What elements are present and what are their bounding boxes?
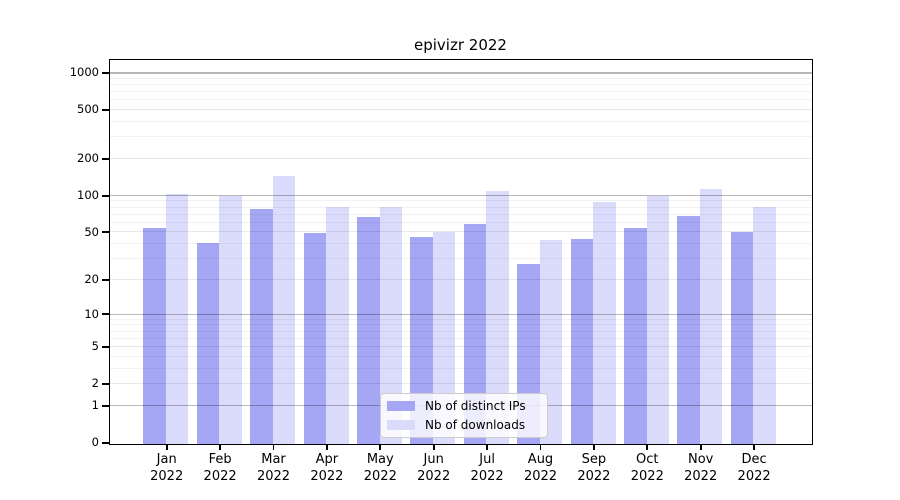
x-tick-mark xyxy=(165,444,168,450)
chart-title: epivizr 2022 xyxy=(414,36,507,54)
bar-downloads xyxy=(326,206,349,444)
bar-downloads xyxy=(593,202,616,444)
y-tick-mark xyxy=(102,404,109,407)
legend-swatch-downloads xyxy=(387,420,415,430)
y-tick-label: 1000 xyxy=(69,65,99,80)
bar-downloads xyxy=(165,193,189,444)
x-tick-label: Aug 2022 xyxy=(523,452,558,484)
x-tick-label: Mar 2022 xyxy=(256,452,291,484)
bar-distinct-ips xyxy=(143,227,166,444)
y-tick-mark xyxy=(102,278,109,281)
y-tick-label: 500 xyxy=(77,102,99,117)
x-tick-label: Apr 2022 xyxy=(310,452,344,484)
bar-downloads xyxy=(432,232,456,444)
gridline xyxy=(110,136,812,138)
x-tick-label: Nov 2022 xyxy=(684,452,718,484)
x-tick-mark xyxy=(326,444,328,450)
bar-downloads xyxy=(753,206,776,444)
x-tick-label: Feb 2022 xyxy=(203,452,237,484)
bar-distinct-ips xyxy=(250,208,273,444)
x-tick-mark xyxy=(539,444,542,450)
bar-distinct-ips xyxy=(303,233,327,444)
y-tick-label: 2 xyxy=(91,376,99,391)
bar-distinct-ips xyxy=(410,236,433,444)
bar-distinct-ips xyxy=(570,238,594,444)
legend-label-downloads: Nb of downloads xyxy=(425,417,526,432)
legend-item-distinct-ips: Nb of distinct IPs xyxy=(387,398,547,413)
y-tick-mark xyxy=(102,313,109,316)
x-tick-label: Jun 2022 xyxy=(417,452,451,484)
gridline xyxy=(110,77,812,79)
y-tick-label: 20 xyxy=(84,272,99,287)
y-tick-label: 5 xyxy=(91,339,99,354)
x-tick-mark xyxy=(379,444,382,450)
gridline xyxy=(110,83,812,85)
x-tick-label: Sep 2022 xyxy=(577,452,611,484)
y-tick-label: 1 xyxy=(91,398,99,413)
bar-downloads xyxy=(219,196,242,444)
x-tick-label: Jul 2022 xyxy=(470,452,504,484)
gridline xyxy=(110,109,812,111)
bar-downloads xyxy=(379,206,402,444)
y-tick-mark xyxy=(102,194,109,197)
bar-downloads xyxy=(486,190,509,444)
legend-swatch-distinct-ips xyxy=(387,401,415,411)
gridline xyxy=(110,91,812,93)
y-tick-mark xyxy=(102,71,109,74)
x-tick-label: Dec 2022 xyxy=(737,452,771,484)
legend-item-downloads: Nb of downloads xyxy=(387,417,547,432)
x-tick-mark xyxy=(646,444,649,450)
x-tick-mark xyxy=(432,444,435,450)
y-tick-mark xyxy=(102,345,109,348)
bar-downloads xyxy=(272,176,296,444)
chart-legend: Nb of distinct IPs Nb of downloads xyxy=(380,393,548,438)
y-tick-mark xyxy=(102,231,109,234)
bar-distinct-ips xyxy=(196,242,220,444)
plot-area xyxy=(109,59,813,445)
y-tick-label: 200 xyxy=(77,151,99,166)
y-tick-mark xyxy=(102,157,109,160)
bar-distinct-ips xyxy=(624,227,647,444)
bar-distinct-ips xyxy=(463,223,487,444)
x-tick-mark xyxy=(486,444,488,450)
y-tick-label: 10 xyxy=(84,306,99,321)
x-tick-label: May 2022 xyxy=(363,452,397,484)
x-tick-label: Oct 2022 xyxy=(630,452,664,484)
x-tick-mark xyxy=(593,444,595,450)
bar-distinct-ips xyxy=(677,215,700,444)
bar-downloads xyxy=(646,195,669,444)
bar-downloads xyxy=(699,189,723,444)
bar-distinct-ips xyxy=(357,217,380,444)
gridline xyxy=(110,72,812,74)
gridline xyxy=(110,158,812,160)
y-tick-label: 0 xyxy=(91,435,99,450)
x-tick-mark xyxy=(219,444,221,450)
y-tick-label: 100 xyxy=(77,188,99,203)
gridline xyxy=(110,121,812,123)
y-tick-label: 50 xyxy=(84,224,99,239)
legend-label-distinct-ips: Nb of distinct IPs xyxy=(425,398,526,413)
x-tick-label: Jan 2022 xyxy=(150,452,184,484)
y-tick-mark xyxy=(102,383,109,385)
x-tick-mark xyxy=(272,444,275,450)
y-tick-mark xyxy=(102,109,109,111)
y-tick-mark xyxy=(102,441,109,444)
bar-distinct-ips xyxy=(730,232,754,444)
gridline xyxy=(110,99,812,101)
x-tick-mark xyxy=(699,444,702,450)
x-tick-mark xyxy=(753,444,755,450)
